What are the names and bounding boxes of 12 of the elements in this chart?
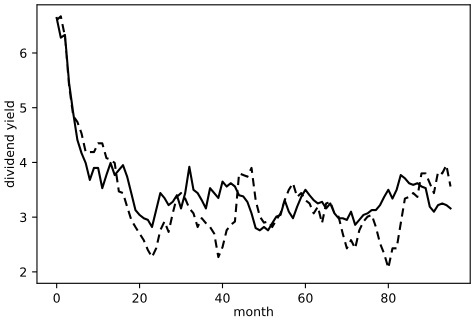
- x-tick-label: 20: [132, 293, 147, 303]
- y-tick-label: 4: [20, 158, 27, 168]
- x-tick-label: 80: [381, 293, 396, 303]
- x-tick-label: 0: [54, 293, 60, 303]
- y-tick-label: 3: [20, 212, 26, 222]
- y-tick-label: 5: [20, 103, 26, 113]
- x-axis-title: month: [234, 306, 273, 316]
- y-axis-title: dividend yield: [4, 101, 17, 188]
- y-tick-label: 2: [20, 267, 26, 277]
- x-tick-label: 40: [215, 293, 230, 303]
- x-tick-label: 60: [298, 293, 313, 303]
- y-tick-label: 6: [20, 48, 26, 58]
